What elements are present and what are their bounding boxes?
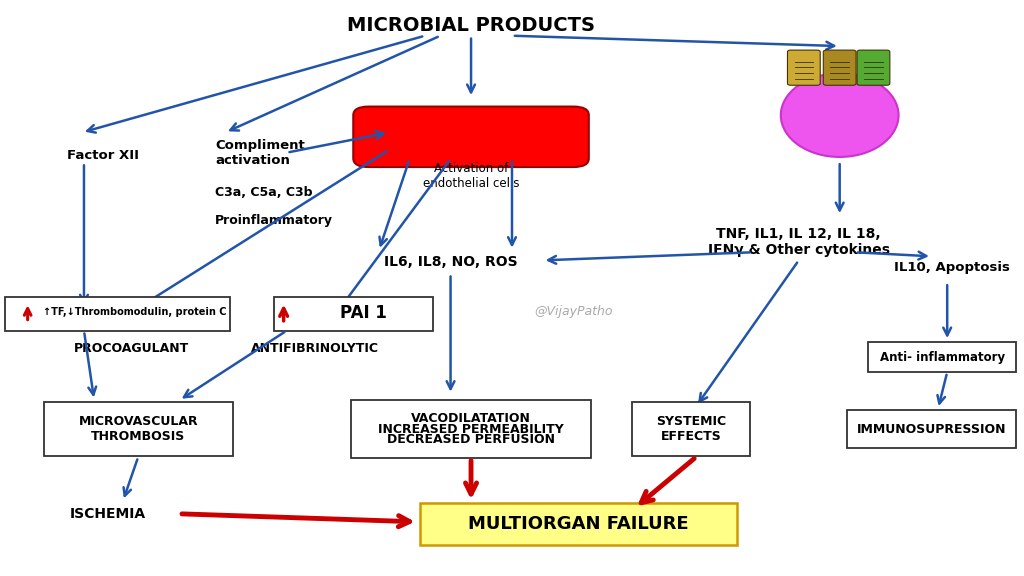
Text: ANTIFIBRINOLYTIC: ANTIFIBRINOLYTIC (251, 342, 379, 355)
Text: IMMUNOSUPRESSION: IMMUNOSUPRESSION (857, 423, 1007, 435)
Ellipse shape (780, 74, 899, 157)
FancyBboxPatch shape (273, 297, 432, 331)
FancyBboxPatch shape (350, 400, 592, 458)
Text: PAI 1: PAI 1 (340, 304, 387, 323)
FancyBboxPatch shape (633, 402, 750, 456)
Text: IL10, Apoptosis: IL10, Apoptosis (894, 262, 1011, 274)
FancyBboxPatch shape (868, 342, 1016, 372)
FancyBboxPatch shape (420, 503, 737, 545)
Text: Proinflammatory: Proinflammatory (215, 214, 333, 226)
Text: MICROVASCULAR
THROMBOSIS: MICROVASCULAR THROMBOSIS (79, 415, 198, 443)
FancyBboxPatch shape (353, 107, 589, 167)
Text: Anti- inflammatory: Anti- inflammatory (880, 351, 1005, 363)
Text: MULTIORGAN FAILURE: MULTIORGAN FAILURE (468, 515, 689, 533)
FancyBboxPatch shape (823, 50, 856, 85)
Text: INCREASED PERMEABILITY: INCREASED PERMEABILITY (378, 423, 564, 435)
Text: Compliment
activation: Compliment activation (215, 139, 305, 166)
Text: VACODILATATION: VACODILATATION (411, 412, 531, 425)
Text: Activation of
endothelial cells: Activation of endothelial cells (423, 162, 519, 190)
FancyBboxPatch shape (857, 50, 890, 85)
Text: ↑TF,↓Thrombomodulin, protein C: ↑TF,↓Thrombomodulin, protein C (43, 307, 226, 317)
Text: SYSTEMIC
EFFECTS: SYSTEMIC EFFECTS (656, 415, 726, 443)
Text: MICROBIAL PRODUCTS: MICROBIAL PRODUCTS (347, 17, 595, 35)
Text: ISCHEMIA: ISCHEMIA (70, 507, 145, 521)
FancyBboxPatch shape (787, 50, 820, 85)
Text: TNF, IL1, IL 12, IL 18,
IFNγ & Other cytokines: TNF, IL1, IL 12, IL 18, IFNγ & Other cyt… (708, 227, 890, 257)
Text: C3a, C5a, C3b: C3a, C5a, C3b (215, 187, 312, 199)
FancyBboxPatch shape (44, 402, 233, 456)
Text: IL6, IL8, NO, ROS: IL6, IL8, NO, ROS (384, 255, 517, 269)
Text: DECREASED PERFUSION: DECREASED PERFUSION (387, 433, 555, 446)
FancyBboxPatch shape (5, 297, 230, 331)
FancyBboxPatch shape (848, 410, 1016, 448)
Text: PROCOAGULANT: PROCOAGULANT (74, 342, 189, 355)
Text: Factor XII: Factor XII (67, 149, 138, 162)
Text: @VijayPatho: @VijayPatho (535, 305, 612, 317)
